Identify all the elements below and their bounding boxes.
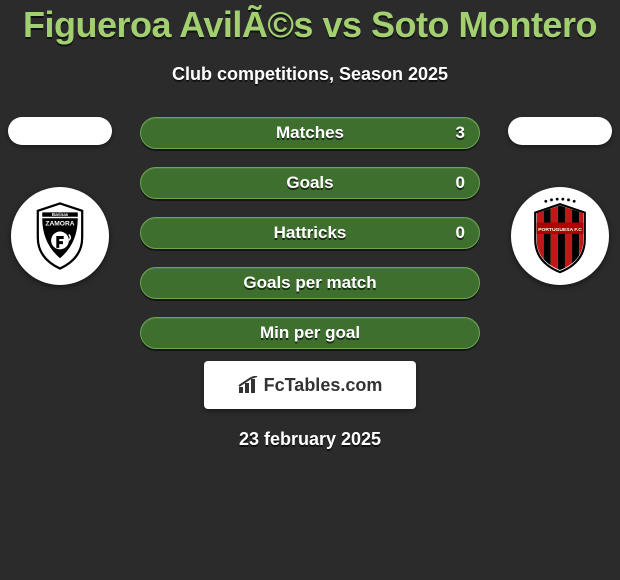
zamora-crest-icon: Barinas ZAMORA c [23,199,97,273]
stat-label: Min per goal [260,323,360,343]
svg-text:Barinas: Barinas [52,212,69,217]
left-player-pill [8,117,112,145]
subtitle: Club competitions, Season 2025 [172,64,448,85]
date-text: 23 february 2025 [239,429,381,450]
stat-goals: Goals 0 [140,167,480,199]
stat-value: 0 [456,223,465,243]
right-player-pill [508,117,612,145]
stat-hattricks: Hattricks 0 [140,217,480,249]
right-side: PORTUGUESA F.C [500,117,620,285]
left-crest-text: ZAMORA [45,221,74,228]
comparison-row: Barinas ZAMORA c Matches 3 Goals 0 Hattr… [0,117,620,349]
stat-min-per-goal: Min per goal [140,317,480,349]
stat-label: Goals [286,173,333,193]
stat-value: 3 [456,123,465,143]
barchart-icon [238,376,260,394]
svg-text:PORTUGUESA F.C: PORTUGUESA F.C [538,227,582,233]
stat-label: Matches [276,123,344,143]
stat-matches: Matches 3 [140,117,480,149]
stat-value: 0 [456,173,465,193]
left-side: Barinas ZAMORA c [0,117,120,285]
right-team-crest: PORTUGUESA F.C [511,187,609,285]
left-team-crest: Barinas ZAMORA c [11,187,109,285]
page-title: Figueroa AvilÃ©s vs Soto Montero [23,4,597,46]
portuguesa-crest-icon: PORTUGUESA F.C [523,197,597,275]
stat-label: Goals per match [243,273,376,293]
stat-goals-per-match: Goals per match [140,267,480,299]
stat-label: Hattricks [274,223,347,243]
brand-text: FcTables.com [264,375,383,396]
brand-logo: FcTables.com [238,375,383,396]
stats-column: Matches 3 Goals 0 Hattricks 0 Goals per … [140,117,480,349]
brand-box[interactable]: FcTables.com [204,361,416,409]
